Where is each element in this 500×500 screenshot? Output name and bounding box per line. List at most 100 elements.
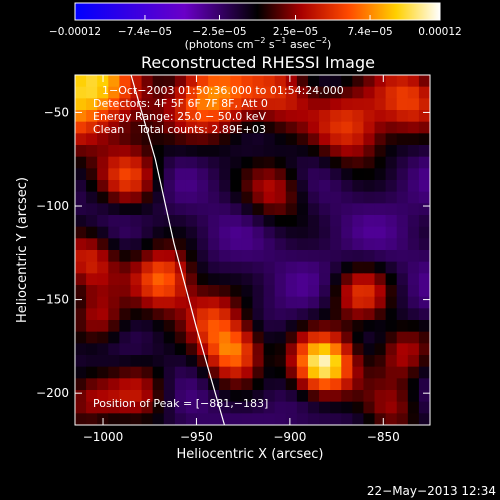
- heatmap-cell: [208, 226, 220, 239]
- heatmap-cell: [274, 320, 287, 333]
- heatmap-cell: [285, 285, 298, 298]
- heatmap-cell: [208, 86, 220, 99]
- heatmap-cell: [86, 343, 98, 356]
- heatmap-cell: [407, 86, 420, 99]
- heatmap-cell: [197, 145, 209, 158]
- heatmap-cell: [152, 191, 165, 204]
- heatmap-cell: [75, 273, 87, 286]
- heatmap-cell: [307, 238, 320, 251]
- heatmap-cell: [396, 378, 409, 391]
- heatmap-cell: [163, 308, 176, 321]
- heatmap-cell: [307, 296, 320, 309]
- heatmap-cell: [263, 121, 276, 134]
- heatmap-cell: [197, 191, 209, 204]
- heatmap-cell: [163, 156, 176, 169]
- heatmap-cell: [97, 110, 109, 123]
- heatmap-cell: [319, 320, 331, 333]
- heatmap-cell: [241, 133, 254, 146]
- heatmap-cell: [152, 145, 165, 158]
- heatmap-cell: [407, 366, 420, 379]
- heatmap-cell: [75, 145, 87, 158]
- heatmap-cell: [319, 355, 331, 368]
- heatmap-cell: [197, 308, 209, 321]
- heatmap-cell: [374, 413, 387, 425]
- colorbar-tick-label: −7.4e−05: [118, 26, 172, 38]
- heatmap-cell: [396, 261, 409, 274]
- y-tick-label: −150: [36, 293, 69, 307]
- heatmap-cell: [86, 203, 98, 216]
- heatmap-cell: [130, 98, 143, 111]
- heatmap-cell: [197, 273, 209, 286]
- heatmap-cell: [274, 355, 287, 368]
- heatmap-cell: [341, 320, 353, 333]
- heatmap-cell: [285, 343, 298, 356]
- heatmap-cell: [163, 203, 176, 216]
- heatmap-cell: [185, 308, 198, 321]
- heatmap-cell: [418, 145, 430, 158]
- heatmap-cell: [274, 366, 287, 379]
- heatmap-cell: [219, 261, 231, 274]
- heatmap-cell: [307, 110, 320, 123]
- heatmap-cell: [263, 390, 276, 403]
- heatmap-cell: [119, 296, 132, 309]
- heatmap-cell: [219, 355, 231, 368]
- heatmap-cell: [197, 168, 209, 181]
- y-tick-label: −50: [44, 105, 69, 119]
- heatmap-cell: [152, 215, 165, 228]
- heatmap-cell: [75, 366, 87, 379]
- heatmap-cell: [141, 413, 154, 425]
- heatmap-cell: [130, 180, 143, 193]
- heatmap-cell: [363, 250, 376, 263]
- heatmap-cell: [374, 156, 387, 169]
- heatmap-cell: [174, 273, 187, 286]
- heatmap-cell: [108, 145, 120, 158]
- heatmap-cell: [374, 343, 387, 356]
- heatmap-cell: [75, 156, 87, 169]
- heatmap-cell: [285, 308, 298, 321]
- heatmap-cell: [108, 168, 120, 181]
- heatmap-cell: [363, 261, 376, 274]
- heatmap-cell: [307, 390, 320, 403]
- heatmap-cell: [374, 331, 387, 344]
- heatmap-cell: [263, 86, 276, 99]
- heatmap-cell: [296, 378, 309, 391]
- heatmap-cell: [75, 320, 87, 333]
- heatmap-cell: [385, 156, 398, 169]
- heatmap-cell: [352, 331, 365, 344]
- heatmap-cell: [307, 215, 320, 228]
- chart-title: Reconstructed RHESSI Image: [141, 53, 375, 72]
- heatmap-cell: [396, 168, 409, 181]
- heatmap-cell: [241, 238, 254, 251]
- heatmap-cell: [108, 238, 120, 251]
- heatmap-cell: [163, 121, 176, 134]
- heatmap-cell: [119, 203, 132, 216]
- heatmap-cell: [296, 168, 309, 181]
- heatmap-cell: [108, 261, 120, 274]
- heatmap-cell: [396, 203, 409, 216]
- heatmap-cell: [396, 308, 409, 321]
- heatmap-cell: [341, 261, 353, 274]
- heatmap-cell: [341, 273, 353, 286]
- heatmap-cell: [285, 180, 298, 193]
- heatmap-cell: [230, 331, 243, 344]
- heatmap-cell: [418, 296, 430, 309]
- heatmap-cell: [407, 215, 420, 228]
- heatmap-cell: [241, 401, 254, 414]
- heatmap-cell: [319, 401, 331, 414]
- heatmap-cell: [263, 203, 276, 216]
- heatmap-cell: [374, 390, 387, 403]
- heatmap-cell: [174, 121, 187, 134]
- heatmap-cell: [341, 133, 353, 146]
- heatmap-cell: [274, 296, 287, 309]
- heatmap-cell: [241, 355, 254, 368]
- heatmap-cell: [119, 285, 132, 298]
- heatmap-cell: [418, 203, 430, 216]
- heatmap-cell: [141, 401, 154, 414]
- heatmap-cell: [307, 226, 320, 239]
- heatmap-cell: [363, 156, 376, 169]
- heatmap-cell: [418, 413, 430, 425]
- heatmap-cell: [307, 308, 320, 321]
- heatmap-cell: [108, 331, 120, 344]
- heatmap-cell: [185, 273, 198, 286]
- heatmap-cell: [119, 413, 132, 425]
